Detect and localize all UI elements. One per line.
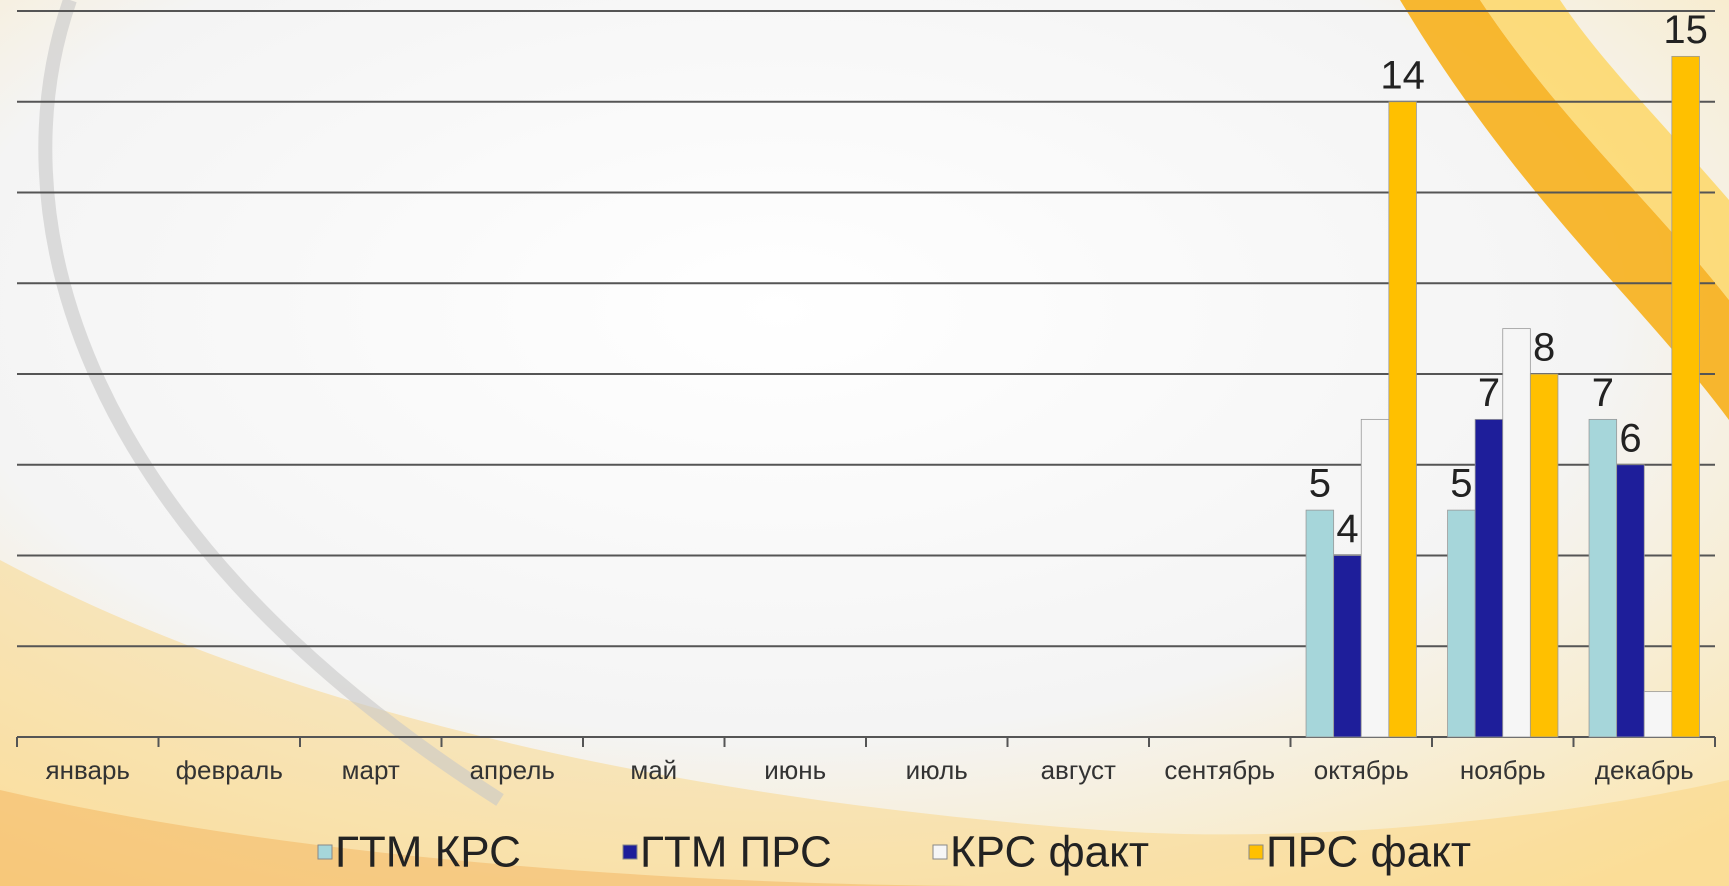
legend-swatch (932, 844, 948, 860)
data-label: 15 (1663, 8, 1708, 52)
bar (1616, 464, 1645, 738)
legend-label: ГТМ КРС (335, 828, 521, 877)
x-tick-label: август (1041, 755, 1116, 785)
data-label: 5 (1309, 462, 1331, 506)
bar (1588, 418, 1618, 738)
data-label: 7 (1478, 371, 1500, 415)
swoosh (0, 790, 1000, 886)
x-tick-label: январь (46, 755, 130, 785)
x-tick-label: октябрь (1314, 755, 1409, 785)
bar (1360, 418, 1390, 738)
x-tick-label: май (630, 755, 677, 785)
x-tick-label: июнь (764, 755, 826, 785)
bar (1333, 555, 1362, 738)
x-tick-label: сентябрь (1164, 755, 1275, 785)
bar (1388, 101, 1417, 738)
x-tick-label: апрель (470, 755, 555, 785)
legend-swatch (317, 844, 333, 860)
legend-label: ГТМ ПРС (640, 828, 832, 877)
data-label: 8 (1533, 326, 1555, 370)
x-tick-label: июль (906, 755, 968, 785)
bar (1502, 328, 1531, 738)
data-label: 5 (1450, 462, 1472, 506)
swoosh (38, 0, 504, 806)
bar (1643, 691, 1673, 738)
data-label: 7 (1592, 371, 1614, 415)
x-tick-label: февраль (176, 755, 283, 785)
bar (1529, 373, 1559, 738)
bar (1305, 509, 1335, 738)
plot: январь февраль март апрель май июнь июль август… (16, 8, 1716, 877)
bar (1671, 55, 1700, 738)
swoosh (1480, 0, 1729, 300)
legend-swatch (622, 844, 638, 860)
data-label: 14 (1380, 53, 1425, 97)
bar (1447, 509, 1476, 738)
legend-label: КРС факт (950, 828, 1149, 877)
data-label: 6 (1619, 416, 1641, 460)
swoosh (0, 560, 1729, 886)
bar (1474, 418, 1504, 738)
data-label: 4 (1336, 507, 1358, 551)
swoosh (1400, 0, 1729, 420)
x-tick-label: март (342, 755, 400, 785)
x-tick-label: ноябрь (1460, 755, 1546, 785)
legend-label: ПРС факт (1266, 828, 1471, 877)
x-tick-label: декабрь (1595, 755, 1694, 785)
legend-swatch (1248, 844, 1264, 860)
